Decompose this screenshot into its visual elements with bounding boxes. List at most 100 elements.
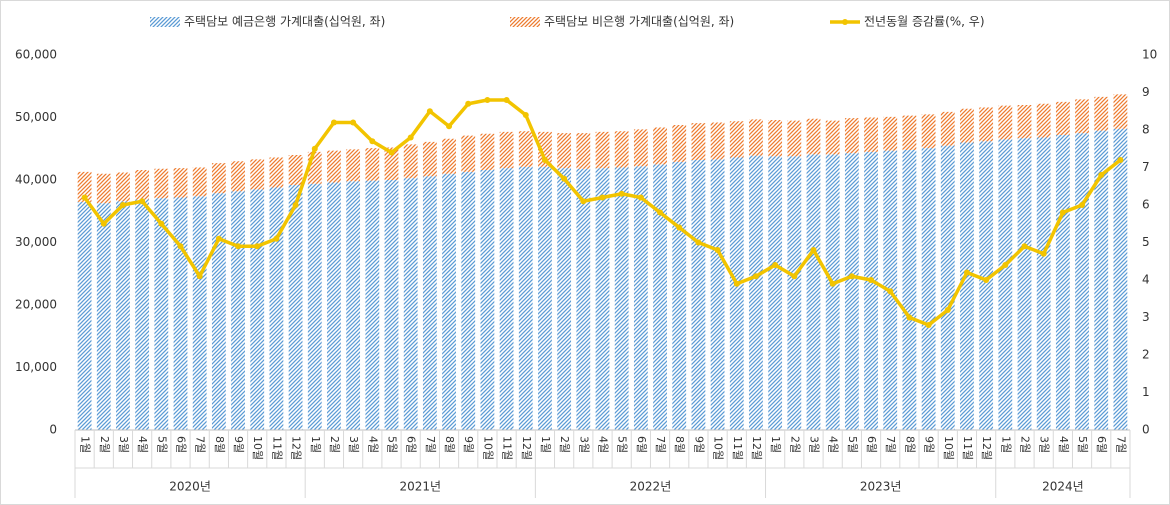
line-marker [81,194,88,201]
line-marker [1059,209,1066,216]
x-tick-label: 8월 [903,436,916,453]
bar [96,173,111,204]
bar [327,182,341,430]
bar [768,120,783,157]
line-marker [158,220,165,227]
bar [902,115,917,150]
line-marker [599,194,606,201]
x-tick-label: 8월 [443,436,456,453]
line-marker [618,190,625,197]
bar [1075,133,1089,430]
bar [614,167,629,430]
bar [921,114,936,149]
bar [135,170,150,200]
bar [288,155,303,185]
line-marker [369,138,376,145]
line-marker [215,235,222,242]
line-marker [829,280,836,287]
bar [518,166,533,430]
bar [250,189,265,430]
y2-tick-label: 5 [1142,235,1150,249]
y-tick-label: 10,000 [15,360,57,374]
line-marker [963,269,970,276]
line-marker [676,224,683,231]
line-marker [580,198,587,205]
line-marker [791,273,798,280]
bar [173,197,188,430]
bar [595,131,610,169]
bar [461,171,476,430]
x-tick-label: 7월 [1114,436,1127,453]
y2-tick-label: 4 [1142,273,1150,287]
bar [154,168,169,199]
y2-tick-label: 0 [1142,423,1150,437]
x-tick-label: 10월 [251,436,264,460]
x-tick-label: 8월 [673,436,686,453]
y2-tick-label: 9 [1142,85,1150,99]
bar [480,170,495,430]
x-tick-label: 9월 [462,436,475,453]
x-tick-label: 10월 [481,436,494,460]
bar [499,168,514,430]
line-marker [426,108,433,115]
x-tick-label: 2월 [1019,436,1032,453]
bar [806,154,821,430]
bar [672,125,687,162]
line-marker [273,235,280,242]
bar [1036,137,1051,430]
bar [672,161,687,430]
bar [135,199,150,430]
bar [710,122,725,160]
y-tick-label: 20,000 [15,298,57,312]
bar [787,120,802,157]
y2-tick-label: 7 [1142,160,1150,174]
bar [653,127,667,165]
bar [960,142,974,430]
bar [173,168,188,198]
group-label: 2022년 [630,480,672,494]
line-marker [311,145,318,152]
x-tick-label: 7월 [884,436,897,453]
line-marker [235,243,242,250]
bar [192,196,207,430]
bar [825,154,840,430]
line-marker [561,175,568,182]
x-tick-label: 7월 [424,436,437,453]
bar [518,131,533,167]
line-marker [446,123,453,130]
bar [940,145,955,430]
bar [96,203,111,430]
x-tick-label: 11월 [731,436,744,460]
line-marker [100,220,107,227]
x-tick-label: 5월 [155,436,168,453]
x-tick-label: 3월 [577,436,590,453]
bar [269,157,284,188]
line-marker [503,97,510,103]
bar [480,133,495,170]
bar [538,131,552,167]
x-tick-label: 7월 [654,436,667,453]
x-tick-label: 3월 [347,436,360,453]
x-tick-label: 1월 [539,436,552,453]
bar [403,144,418,179]
legend-label: 주택담보 예금은행 가계대출(십억원, 좌) [184,14,385,29]
legend-swatch [510,17,540,27]
bar [231,161,245,192]
line-marker [1040,250,1047,257]
bar [116,172,130,202]
x-tick-label: 2월 [328,436,341,453]
bar [864,151,878,430]
line-marker [868,277,875,283]
line-marker [330,119,337,126]
x-tick-label: 12월 [290,436,303,460]
x-tick-label: 11월 [961,436,974,460]
legend-label: 주택담보 비은행 가계대출(십억원, 좌) [544,14,734,29]
x-tick-label: 2월 [98,436,111,453]
line-marker [925,322,932,328]
bar [921,148,936,430]
bar [557,133,572,169]
bar [1017,138,1032,430]
bar [844,153,859,430]
bar [1094,130,1109,430]
